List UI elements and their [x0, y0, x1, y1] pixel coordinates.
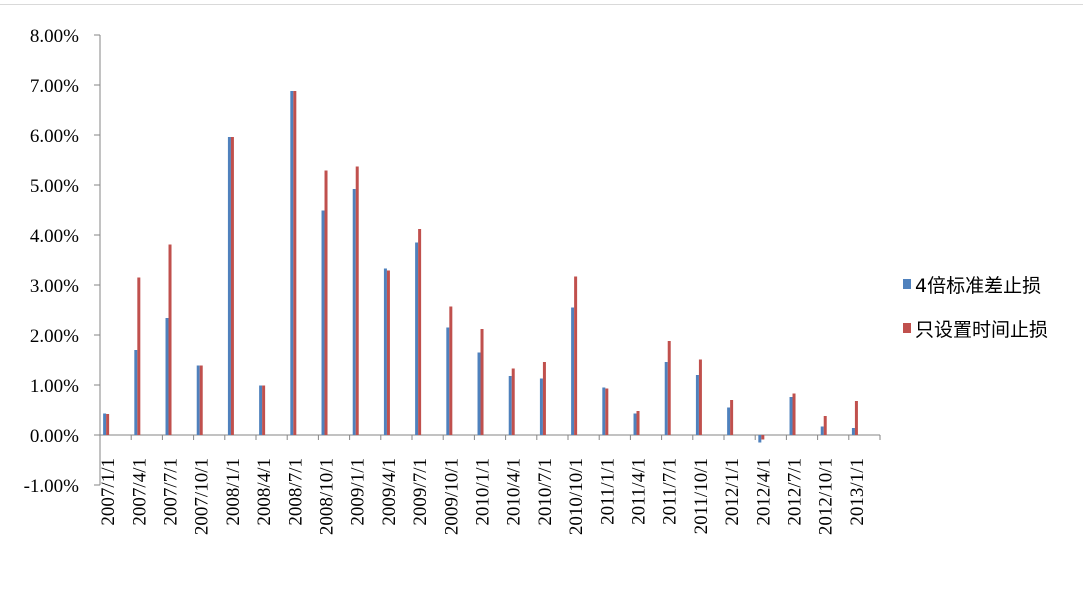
- bar-series-2: [730, 400, 734, 435]
- bar-series-2: [168, 244, 172, 435]
- bar-series-1: [727, 407, 731, 435]
- bar-series-2: [106, 414, 110, 435]
- bar-series-2: [137, 277, 141, 435]
- x-tick-label: 2010/10/1: [566, 458, 587, 535]
- bar-series-2: [761, 435, 765, 440]
- bar-series-1: [383, 268, 387, 435]
- y-tick-label: 8.00%: [30, 26, 79, 47]
- bar-series-2: [480, 329, 484, 435]
- y-tick-label: -1.00%: [24, 476, 80, 497]
- bar-series-1: [851, 428, 855, 435]
- x-tick-label: 2009/4/1: [379, 458, 400, 526]
- bar-series-1: [508, 376, 512, 435]
- top-border-line: [0, 4, 1083, 5]
- bar-series-1: [758, 435, 762, 443]
- bar-series-1: [321, 210, 325, 435]
- y-tick-label: 4.00%: [30, 226, 79, 247]
- bar-series-2: [792, 393, 796, 435]
- bar-series-1: [352, 189, 356, 435]
- y-tick-label: 1.00%: [30, 376, 79, 397]
- bar-series-2: [636, 411, 640, 435]
- legend-swatch-series-1: [903, 279, 911, 289]
- bar-series-1: [259, 385, 263, 435]
- bar-series-1: [196, 365, 200, 435]
- x-tick-label: 2011/1/1: [597, 458, 618, 525]
- legend-swatch-series-2: [903, 323, 911, 333]
- x-tick-label: 2010/7/1: [535, 458, 556, 526]
- bar-series-1: [165, 318, 169, 435]
- bar-series-2: [262, 385, 266, 435]
- legend-label-series-1: 4倍标准差止损: [915, 274, 1042, 297]
- y-tick-label: 5.00%: [30, 176, 79, 197]
- x-tick-label: 2009/7/1: [410, 458, 431, 526]
- bar-series-1: [602, 387, 606, 435]
- bar-series-2: [542, 362, 546, 435]
- bar-series-2: [667, 341, 671, 435]
- bar-series-1: [664, 362, 668, 435]
- bar-series-2: [355, 166, 359, 435]
- bar-series-2: [854, 401, 858, 435]
- bar-series-1: [415, 242, 419, 435]
- bar-series-2: [574, 276, 578, 435]
- x-tick-label: 2010/1/1: [473, 458, 494, 526]
- x-tick-label: 2012/1/1: [722, 458, 743, 526]
- bar-series-1: [477, 352, 481, 435]
- bar-series-1: [539, 378, 543, 435]
- bar-series-2: [698, 359, 702, 435]
- x-tick-label: 2012/10/1: [816, 458, 837, 535]
- bar-series-1: [134, 350, 138, 435]
- bar-series-1: [571, 307, 575, 435]
- y-tick-label: 2.00%: [30, 326, 79, 347]
- bar-series-2: [823, 416, 827, 435]
- bar-series-1: [290, 91, 294, 435]
- bar-series-1: [789, 397, 793, 435]
- bar-series-2: [199, 365, 203, 435]
- legend-item-series-1: 4倍标准差止损: [903, 262, 1048, 306]
- legend-label-series-2: 只设置时间止损: [915, 318, 1049, 341]
- x-tick-label: 2008/4/1: [254, 458, 275, 526]
- x-tick-label: 2008/7/1: [285, 458, 306, 526]
- bar-series-2: [511, 368, 515, 435]
- y-tick-label: 7.00%: [30, 76, 79, 97]
- y-tick-label: 3.00%: [30, 276, 79, 297]
- bar-series-1: [695, 375, 699, 435]
- x-tick-label: 2007/1/1: [98, 458, 119, 526]
- x-tick-label: 2011/10/1: [691, 458, 712, 534]
- legend-item-series-2: 只设置时间止损: [903, 306, 1048, 350]
- x-tick-label: 2007/4/1: [129, 458, 150, 526]
- y-tick-label: 6.00%: [30, 126, 79, 147]
- x-tick-label: 2009/1/1: [348, 458, 369, 526]
- bar-series-2: [449, 306, 453, 435]
- x-tick-label: 2008/10/1: [317, 458, 338, 535]
- bar-series-1: [103, 413, 107, 435]
- x-tick-label: 2011/7/1: [660, 458, 681, 525]
- x-tick-label: 2011/4/1: [629, 458, 650, 525]
- bar-series-2: [386, 270, 390, 435]
- x-tick-label: 2007/10/1: [192, 458, 213, 535]
- bar-series-2: [293, 91, 297, 435]
- x-tick-label: 2008/1/1: [223, 458, 244, 526]
- x-tick-label: 2012/7/1: [785, 458, 806, 526]
- y-tick-label: 0.00%: [30, 426, 79, 447]
- bar-series-1: [446, 327, 450, 435]
- x-tick-label: 2012/4/1: [753, 458, 774, 526]
- bar-series-2: [418, 229, 422, 435]
- bar-series-2: [605, 388, 609, 435]
- legend: 4倍标准差止损 只设置时间止损: [903, 262, 1048, 350]
- x-tick-label: 2010/4/1: [504, 458, 525, 526]
- bar-series-1: [633, 413, 637, 435]
- x-tick-label: 2007/7/1: [161, 458, 182, 526]
- x-tick-label: 2013/1/1: [847, 458, 868, 526]
- x-tick-label: 2009/10/1: [441, 458, 462, 535]
- bar-series-1: [820, 426, 824, 435]
- bar-series-2: [324, 170, 328, 435]
- bar-series-2: [230, 137, 234, 435]
- bar-series-1: [227, 137, 231, 435]
